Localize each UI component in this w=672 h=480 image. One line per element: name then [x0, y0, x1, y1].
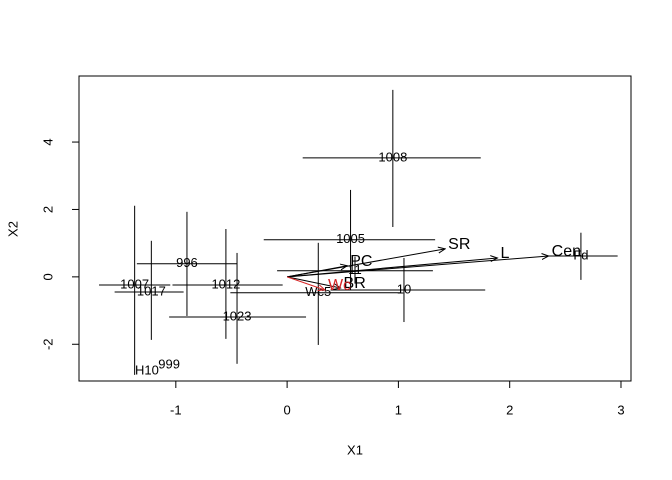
- point-label: 1005: [336, 231, 365, 246]
- point-label: H10: [135, 362, 159, 377]
- point-label: 10: [397, 281, 411, 296]
- point-label: 996: [176, 255, 198, 270]
- arrow-label: Cen: [552, 243, 581, 260]
- y-tick-label: 2: [40, 206, 55, 213]
- point-label: 1008: [378, 149, 407, 164]
- arrow: [287, 256, 549, 278]
- y-axis-label: X2: [5, 221, 20, 237]
- point-label: 1012: [211, 276, 240, 291]
- x-tick-label: 3: [617, 402, 624, 417]
- x-tick-label: 2: [506, 402, 513, 417]
- point-label: Fd: [573, 247, 588, 262]
- plot-frame: [78, 75, 632, 382]
- y-tick-label: -2: [40, 338, 55, 350]
- arrow-label: L: [500, 245, 509, 262]
- point-label: 11: [348, 262, 362, 277]
- x-tick-label: -1: [170, 402, 182, 417]
- arrow-label: Wc: [328, 277, 351, 294]
- x-tick-label: 1: [395, 402, 402, 417]
- y-tick-label: 4: [40, 138, 55, 145]
- arrow: [287, 276, 340, 288]
- arrow: [286, 276, 325, 290]
- arrow-label: BR: [344, 275, 366, 292]
- point-label: 1007: [120, 276, 149, 291]
- point-label: 1017: [137, 283, 166, 298]
- point-label: 999: [158, 356, 180, 371]
- arrow-label: PC: [350, 253, 372, 270]
- x-axis-label: X1: [347, 442, 363, 457]
- x-tick-label: 0: [283, 402, 290, 417]
- arrow: [287, 266, 347, 278]
- point-label: 1023: [223, 308, 252, 323]
- arrow-label: SR: [448, 236, 470, 253]
- y-tick-label: 0: [40, 273, 55, 280]
